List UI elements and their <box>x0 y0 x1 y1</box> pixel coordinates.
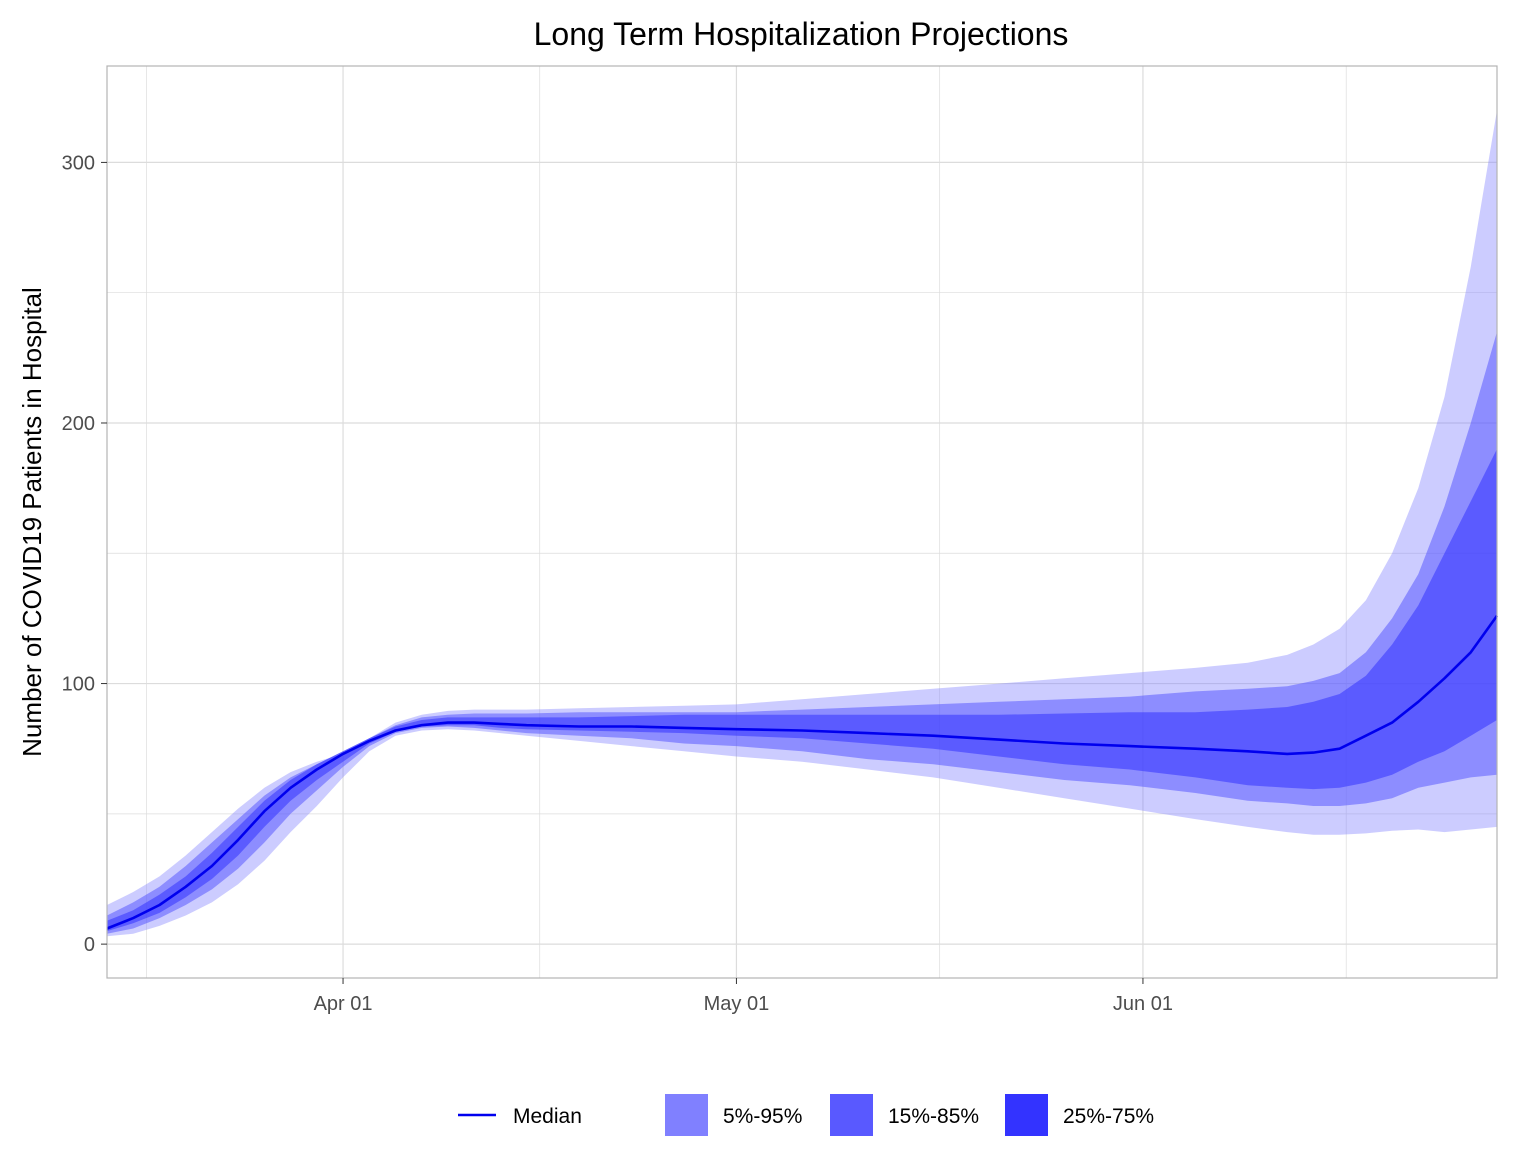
x-axis-ticks: Apr 01 May 01 Jun 01 <box>314 978 1173 1015</box>
legend-key-band-5-95 <box>665 1094 708 1136</box>
legend-label-band-15-85: 15%-85% <box>888 1105 979 1128</box>
x-tick-label: Jun 01 <box>1113 993 1173 1015</box>
y-tick-label: 300 <box>62 152 95 174</box>
y-axis-ticks: 0 100 200 300 <box>62 152 107 956</box>
x-tick-label: May 01 <box>704 993 770 1015</box>
median-line-layer <box>106 615 1499 930</box>
band-15-85 <box>107 331 1497 934</box>
legend-key-band-15-85 <box>830 1094 873 1136</box>
y-tick-label: 100 <box>62 674 95 696</box>
x-tick-label: Apr 01 <box>314 993 373 1015</box>
uncertainty-bands <box>107 110 1497 937</box>
gridlines <box>107 66 1497 978</box>
y-tick-label: 200 <box>62 413 95 435</box>
legend-label-median: Median <box>513 1105 582 1128</box>
legend: Median 5%-95% 15%-85% 25%-75% <box>458 1094 1154 1136</box>
median-line <box>106 615 1499 930</box>
legend-key-band-25-75 <box>1005 1094 1048 1136</box>
chart-title: Long Term Hospitalization Projections <box>534 16 1069 52</box>
legend-label-band-25-75: 25%-75% <box>1063 1105 1154 1128</box>
legend-label-band-5-95: 5%-95% <box>723 1105 802 1128</box>
y-tick-label: 0 <box>84 934 95 956</box>
band-5-95 <box>107 110 1497 937</box>
y-axis-title: Number of COVID19 Patients in Hospital <box>17 287 47 757</box>
plot-panel-border <box>106 65 1498 979</box>
